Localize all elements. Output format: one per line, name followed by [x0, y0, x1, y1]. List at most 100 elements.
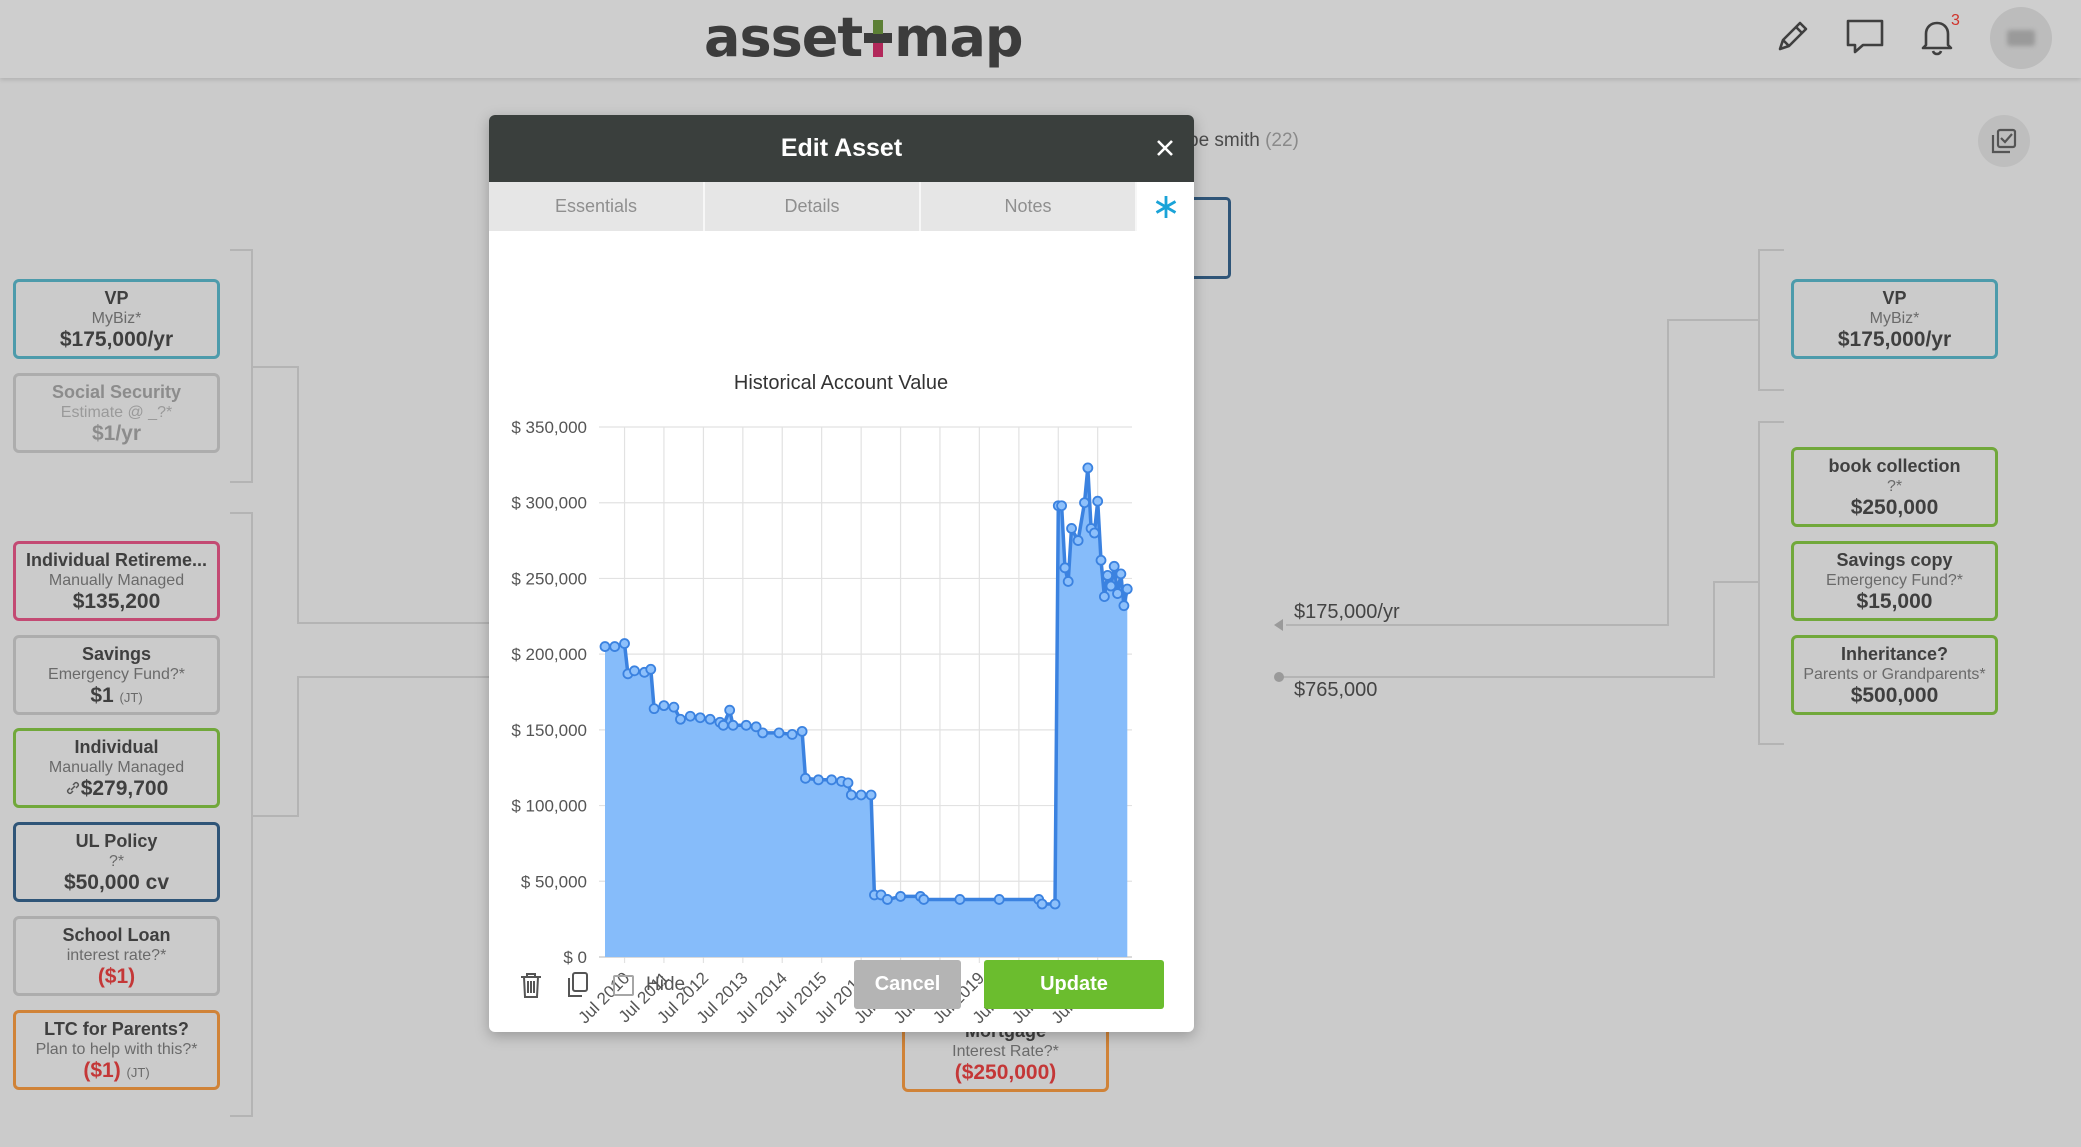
card-subtitle: MyBiz* — [91, 310, 142, 327]
series-area — [605, 467, 1128, 957]
update-button[interactable]: Update — [984, 960, 1164, 1009]
household-name: be smith (22) — [1188, 130, 1299, 152]
data-point — [1095, 554, 1107, 566]
data-point — [750, 721, 762, 733]
data-point — [684, 710, 696, 722]
card-title: book collection — [1828, 456, 1961, 476]
card-title: VP — [104, 288, 129, 308]
data-point — [1049, 898, 1061, 910]
data-point — [727, 719, 739, 731]
card-title: School Loan — [62, 925, 171, 945]
data-point — [1089, 527, 1100, 539]
data-point — [1066, 523, 1077, 534]
data-point — [773, 727, 785, 739]
asset-card-ira[interactable]: Individual Retireme... Manually Managed … — [13, 541, 220, 621]
card-value: $15,000 — [1856, 590, 1933, 613]
checklist-button[interactable] — [1978, 115, 2030, 167]
data-point — [826, 774, 837, 786]
data-point — [1079, 497, 1090, 509]
household-label: be smith — [1188, 130, 1260, 151]
data-point — [1056, 500, 1068, 512]
y-tick-label: $ 300,000 — [511, 494, 587, 513]
card-subtitle: interest rate?* — [66, 947, 167, 964]
data-point — [629, 665, 640, 677]
data-point — [1036, 898, 1048, 910]
asset-card-savings-copy[interactable]: Savings copy Emergency Fund?* $15,000 — [1791, 541, 1998, 621]
card-title: Social Security — [51, 382, 182, 402]
asset-card-book-collection[interactable]: book collection ?* $250,000 — [1791, 447, 1998, 527]
card-title: Individual — [74, 737, 159, 757]
data-point — [1062, 576, 1074, 587]
tab-notes[interactable]: Notes — [921, 182, 1137, 231]
card-value: ($1) (JT) — [16, 1059, 217, 1083]
tab-details[interactable]: Details — [705, 182, 921, 231]
notification-badge: 3 — [1951, 12, 1960, 29]
data-point — [704, 713, 716, 725]
liability-card-school-loan[interactable]: School Loan interest rate?* ($1) — [13, 916, 220, 996]
asset-card-savings[interactable]: Savings Emergency Fund?* $1 (JT) — [13, 635, 220, 715]
card-subtitle: Estimate @ _?* — [60, 404, 173, 421]
y-tick-label: $ 0 — [563, 948, 587, 967]
y-tick-label: $ 250,000 — [511, 569, 587, 588]
asset-card-individual[interactable]: Individual Manually Managed $279,700 — [13, 728, 220, 808]
logo-plus-icon — [864, 18, 893, 58]
modal-tabs: Essentials Details Notes — [489, 182, 1194, 231]
bell-icon[interactable] — [1915, 15, 1959, 59]
close-icon[interactable] — [1152, 135, 1178, 161]
data-point — [796, 725, 808, 737]
modal-title: Edit Asset — [780, 134, 903, 162]
data-point — [800, 772, 811, 784]
data-point — [694, 712, 706, 724]
income-card-social-security[interactable]: Social Security Estimate @ _?* $1/yr — [13, 373, 220, 453]
data-point — [865, 789, 877, 801]
chart-title: Historical Account Value — [734, 372, 948, 394]
hide-checkbox[interactable] — [613, 975, 634, 996]
income-card-vp[interactable]: VP MyBiz* $175,000/yr — [13, 279, 220, 359]
card-title: LTC for Parents? — [44, 1019, 189, 1039]
asset-card-inheritance[interactable]: Inheritance? Parents or Grandparents* $5… — [1791, 635, 1998, 715]
card-value: $135,200 — [72, 590, 161, 613]
asterisk-icon — [1155, 195, 1176, 218]
top-bar: asset map 3 — [0, 0, 2081, 78]
card-subtitle: Interest Rate?* — [952, 1043, 1059, 1060]
data-point — [1072, 535, 1084, 546]
copy-icon[interactable] — [564, 970, 592, 1000]
card-value: $500,000 — [1850, 684, 1939, 707]
tab-essentials[interactable]: Essentials — [489, 182, 705, 231]
card-title: Inheritance? — [1840, 644, 1949, 664]
income-card-vp-right[interactable]: VP MyBiz* $175,000/yr — [1791, 279, 1998, 359]
data-point — [717, 719, 729, 731]
data-point — [845, 789, 857, 801]
data-point — [724, 704, 736, 716]
data-point — [740, 719, 752, 731]
card-value: $175,000/yr — [59, 328, 174, 351]
data-point — [1121, 583, 1133, 595]
card-value: $50,000 cv — [63, 871, 170, 894]
tab-history[interactable] — [1137, 182, 1194, 231]
assets-flow-label: $765,000 — [1294, 679, 1378, 701]
asset-map-logo[interactable]: asset map — [704, 6, 1024, 69]
card-subtitle: Emergency Fund?* — [1826, 572, 1963, 589]
data-point — [1105, 580, 1117, 592]
data-point — [658, 700, 670, 712]
data-point — [954, 894, 966, 905]
liability-card-ltc[interactable]: LTC for Parents? Plan to help with this?… — [13, 1010, 220, 1090]
insurance-card-ul-policy[interactable]: UL Policy ?* $50,000 cv — [13, 822, 220, 902]
card-subtitle: MyBiz* — [1869, 310, 1920, 327]
card-value: $250,000 — [1850, 496, 1939, 519]
card-value: $279,700 — [16, 777, 217, 801]
chat-icon[interactable] — [1843, 15, 1887, 59]
historical-value-chart: Historical Account Value $ 0 $ 50,000 $ 10… — [511, 372, 1133, 1027]
y-tick-label: $ 350,000 — [511, 418, 587, 437]
trash-icon[interactable] — [517, 970, 545, 1000]
cancel-button[interactable]: Cancel — [854, 960, 961, 1009]
income-flow-label: $175,000/yr — [1294, 601, 1400, 623]
checklist-icon — [1991, 128, 2017, 154]
avatar[interactable] — [1990, 7, 2052, 69]
data-point — [1102, 569, 1114, 581]
pencil-icon[interactable] — [1770, 15, 1814, 59]
card-subtitle: Manually Managed — [48, 759, 185, 776]
data-point — [609, 641, 621, 652]
data-point — [1112, 588, 1123, 599]
card-title: Individual Retireme... — [25, 550, 208, 570]
